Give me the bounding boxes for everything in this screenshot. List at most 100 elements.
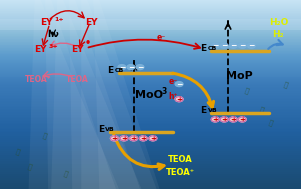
Text: 🐟: 🐟 <box>15 147 21 155</box>
Bar <box>0 21 301 22</box>
Bar <box>0 60 301 61</box>
Bar <box>0 26 301 27</box>
Bar <box>0 19 301 20</box>
Bar <box>0 76 301 77</box>
Circle shape <box>175 82 183 87</box>
Bar <box>0 45 301 46</box>
Bar <box>0 9 301 10</box>
Bar <box>0 140 301 142</box>
Bar <box>0 126 301 128</box>
Circle shape <box>136 65 144 70</box>
Bar <box>0 118 301 120</box>
Bar <box>0 144 301 146</box>
Text: −: − <box>230 41 237 50</box>
Text: −: − <box>221 41 228 50</box>
Text: EY: EY <box>85 18 98 27</box>
Bar <box>0 57 301 58</box>
Text: +: + <box>121 134 127 143</box>
Bar <box>0 93 301 94</box>
Bar <box>0 134 301 136</box>
Bar <box>0 110 301 112</box>
Circle shape <box>139 136 147 141</box>
Text: 🐟: 🐟 <box>42 132 48 140</box>
Text: +: + <box>176 95 182 104</box>
Text: TEOA: TEOA <box>168 155 193 164</box>
Bar <box>0 79 301 80</box>
Bar <box>0 146 301 147</box>
Bar <box>0 34 301 35</box>
Text: 🐟: 🐟 <box>244 87 250 94</box>
Bar <box>0 101 301 102</box>
Bar <box>0 99 301 101</box>
Bar <box>0 84 301 85</box>
Circle shape <box>211 117 219 122</box>
Bar <box>0 46 301 47</box>
Text: E: E <box>98 125 104 134</box>
Bar <box>0 10 301 11</box>
Bar <box>0 69 301 70</box>
Bar <box>0 107 301 109</box>
Bar <box>0 58 301 59</box>
Bar <box>0 62 301 63</box>
Bar <box>0 178 301 180</box>
Bar <box>0 41 301 42</box>
Bar <box>0 74 301 75</box>
Bar <box>0 129 301 131</box>
Text: MoO: MoO <box>135 90 163 99</box>
Bar <box>0 36 301 37</box>
Bar <box>0 168 301 170</box>
Polygon shape <box>69 0 140 189</box>
Bar <box>0 112 301 113</box>
Bar <box>0 14 301 15</box>
Text: E: E <box>200 44 206 53</box>
Bar <box>0 136 301 138</box>
Text: +: + <box>131 134 137 143</box>
Bar <box>0 155 301 157</box>
Bar <box>0 149 301 151</box>
Text: TEOA: TEOA <box>66 75 89 84</box>
Text: +: + <box>239 115 245 124</box>
Bar <box>0 68 301 69</box>
Circle shape <box>238 43 246 48</box>
Bar <box>0 96 301 98</box>
Text: h⁺: h⁺ <box>168 92 178 101</box>
Text: 🐟: 🐟 <box>283 81 289 89</box>
Bar <box>0 109 301 110</box>
Circle shape <box>220 43 228 48</box>
Bar <box>0 54 301 55</box>
Bar <box>0 56 301 57</box>
Text: +: + <box>150 134 156 143</box>
Bar <box>0 164 301 166</box>
Bar <box>0 64 301 65</box>
Bar <box>0 71 301 72</box>
Bar <box>0 6 301 7</box>
Text: E: E <box>107 66 113 75</box>
Bar <box>0 185 301 187</box>
Bar <box>0 51 301 52</box>
Text: TEOA⁺: TEOA⁺ <box>166 168 195 177</box>
Bar <box>0 38 301 39</box>
Bar <box>0 25 301 26</box>
Text: VB: VB <box>105 127 115 132</box>
Bar <box>0 153 301 155</box>
Bar <box>0 94 301 96</box>
Text: +: + <box>221 115 227 124</box>
Bar <box>0 48 301 49</box>
Polygon shape <box>29 0 119 189</box>
Polygon shape <box>45 0 116 189</box>
Bar <box>0 40 301 41</box>
Text: 🐟: 🐟 <box>27 163 33 170</box>
Bar <box>0 2 301 3</box>
Circle shape <box>118 65 126 70</box>
Bar <box>0 59 301 60</box>
Text: E: E <box>200 106 206 115</box>
Circle shape <box>211 43 219 48</box>
Bar <box>0 26 301 30</box>
Text: 3: 3 <box>162 87 167 96</box>
Polygon shape <box>81 0 157 189</box>
Bar <box>0 55 301 56</box>
Bar <box>0 159 301 161</box>
Bar <box>0 88 301 90</box>
Text: +: + <box>230 115 236 124</box>
Bar <box>0 37 301 38</box>
